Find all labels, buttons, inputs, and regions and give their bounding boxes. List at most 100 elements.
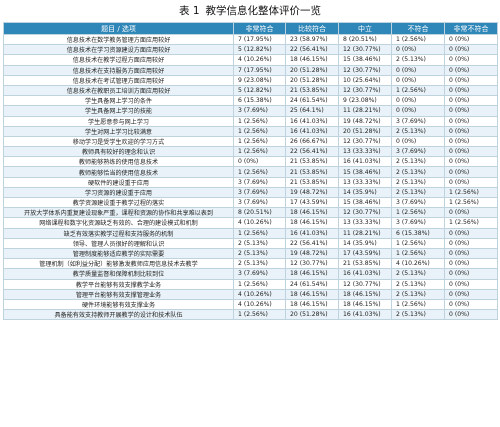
table-caption: 表 1 教学信息化整体评价一览	[0, 0, 500, 22]
column-header-disagree: 不符合	[391, 22, 445, 35]
row-item-label: 信息技术在教职员工培训方面应用较好	[3, 84, 234, 97]
row-item-label: 领导、管理人员很好的理解和认识	[3, 237, 234, 249]
row-value-cell: 21 (53.85%)	[285, 176, 339, 188]
row-value-cell: 1 (2.56%)	[233, 135, 286, 148]
table-row: 教学资源建设重于教学过程的落实 3 (7.69%) 17 (43.59%) 15 (3…	[3, 196, 498, 209]
table-row: 教学平台能够有效支撑教学业务 1 (2.56%) 24 (61.54%) 12 (30…	[3, 278, 498, 290]
row-value-cell: 16 (41.03%)	[338, 156, 392, 168]
row-value-cell: 21 (53.85%)	[285, 156, 339, 168]
row-value-cell: 0 (0%)	[444, 74, 498, 86]
row-value-cell: 3 (7.69%)	[233, 176, 286, 188]
row-value-cell: 0 (0%)	[444, 278, 498, 290]
row-value-cell: 18 (46.15%)	[285, 54, 339, 66]
row-item-label: 信息技术在支持服务方面应用较好	[3, 64, 234, 76]
table-title: 教学信息化整体评价一览	[205, 5, 322, 17]
row-value-cell: 17 (43.59%)	[338, 247, 392, 260]
column-header-very-agree: 非常符合	[233, 22, 286, 35]
row-value-cell: 0 (0%)	[444, 105, 498, 117]
table-row: 硬软件的建设重于应用 3 (7.69%) 21 (53.85%) 13 (33.33%…	[3, 176, 498, 188]
row-value-cell: 12 (30.77%)	[338, 64, 392, 76]
row-value-cell: 19 (48.72%)	[338, 115, 392, 127]
row-value-cell: 1 (2.56%)	[391, 237, 445, 249]
row-value-cell: 0 (0%)	[444, 247, 498, 260]
row-value-cell: 15 (38.46%)	[338, 196, 392, 209]
row-value-cell: 18 (46.15%)	[338, 288, 392, 300]
row-value-cell: 2 (5.13%)	[391, 309, 445, 321]
row-value-cell: 0 (0%)	[391, 105, 445, 117]
row-value-cell: 1 (2.56%)	[233, 125, 286, 137]
row-item-label: 教学平台能够有效支撑教学业务	[3, 278, 234, 290]
table-row: 管理平台能够有效支撑管理业务 4 (10.26%) 18 (46.15%) 18 (4…	[3, 288, 498, 300]
row-value-cell: 20 (51.28%)	[285, 64, 339, 76]
row-value-cell: 4 (10.26%)	[233, 217, 286, 229]
row-value-cell: 3 (7.69%)	[233, 186, 286, 199]
row-value-cell: 0 (0%)	[444, 33, 498, 46]
row-value-cell: 1 (2.56%)	[391, 247, 445, 260]
table-row: 信息技术在考试管理方面应用较好 9 (23.08%) 20 (51.28%) 10 (…	[3, 74, 498, 86]
row-value-cell: 1 (2.56%)	[233, 146, 286, 158]
row-value-cell: 12 (30.77%)	[338, 84, 392, 97]
row-value-cell: 12 (30.77%)	[338, 278, 392, 290]
row-value-cell: 3 (7.69%)	[391, 115, 445, 127]
table-row: 具备能有效支持教师开展教学的设计和技术队伍 1 (2.56%) 20 (51.28%…	[3, 309, 498, 321]
row-value-cell: 2 (5.13%)	[391, 166, 445, 178]
table-row: 管理机制（如利益分配）能够激发教师应用信息技术去教学 2 (5.13%) 12 (3…	[3, 258, 498, 270]
table-row: 网络课程和数字化资源缺乏有效的、合理的建设模式和机制 4 (10.26%) 18 (…	[3, 217, 498, 229]
row-value-cell: 1 (2.56%)	[391, 207, 445, 219]
row-value-cell: 13 (33.33%)	[338, 176, 392, 188]
row-value-cell: 1 (2.56%)	[444, 186, 498, 199]
row-value-cell: 2 (5.13%)	[391, 288, 445, 300]
row-value-cell: 6 (15.38%)	[233, 95, 286, 107]
row-value-cell: 7 (17.95%)	[233, 33, 286, 46]
row-value-cell: 21 (53.85%)	[338, 258, 392, 270]
row-value-cell: 2 (5.13%)	[233, 237, 286, 249]
row-value-cell: 15 (38.46%)	[338, 54, 392, 66]
row-value-cell: 8 (20.51%)	[338, 33, 392, 46]
row-item-label: 信息技术在考试管理方面应用较好	[3, 74, 234, 86]
row-value-cell: 0 (0%)	[391, 74, 445, 86]
row-item-label: 教师能够恰当的使用信息技术	[3, 166, 234, 178]
row-item-label: 学习资源的建设重于应用	[3, 186, 234, 199]
table-row: 硬件环境能够有效支撑业务 4 (10.26%) 18 (46.15%) 18 (46.…	[3, 298, 498, 311]
row-value-cell: 16 (41.03%)	[285, 227, 339, 239]
table-row: 开放大学体系内重复建设现象严重，课程和资源的协作和共享难以表到 8 (20.51%…	[3, 207, 498, 219]
row-item-label: 信息技术在教学过程方面应用较好	[3, 54, 234, 66]
row-item-label: 学生愿意参与网上学习	[3, 115, 234, 127]
row-value-cell: 1 (2.56%)	[391, 33, 445, 46]
row-value-cell: 3 (7.69%)	[233, 105, 286, 117]
table-row: 信息技术在学习资源建设方面应用较好 5 (12.82%) 22 (56.41%) 12…	[3, 44, 498, 56]
row-value-cell: 0 (0%)	[444, 207, 498, 219]
row-value-cell: 0 (0%)	[444, 146, 498, 158]
row-value-cell: 0 (0%)	[233, 156, 286, 168]
row-value-cell: 0 (0%)	[444, 44, 498, 56]
row-value-cell: 4 (10.26%)	[233, 288, 286, 300]
row-value-cell: 1 (2.56%)	[233, 115, 286, 127]
row-value-cell: 1 (2.56%)	[391, 84, 445, 97]
row-value-cell: 18 (46.15%)	[285, 207, 339, 219]
row-value-cell: 5 (12.82%)	[233, 84, 286, 97]
row-value-cell: 0 (0%)	[391, 44, 445, 56]
table-body: 信息技术在数学教务管理方面应用较好 7 (17.95%) 23 (58.97%) 8 …	[3, 33, 498, 321]
row-value-cell: 0 (0%)	[444, 84, 498, 97]
row-value-cell: 23 (58.97%)	[285, 33, 339, 46]
row-value-cell: 1 (2.56%)	[444, 196, 498, 209]
row-value-cell: 12 (30.77%)	[285, 258, 339, 270]
row-item-label: 网络课程和数字化资源缺乏有效的、合理的建设模式和机制	[3, 217, 234, 229]
table-row: 缺乏有效落实教学过程和支持服务的机制 1 (2.56%) 16 (41.03%) 11…	[3, 227, 498, 239]
row-item-label: 管理机制（如利益分配）能够激发教师应用信息技术去教学	[3, 258, 234, 270]
row-value-cell: 1 (2.56%)	[444, 217, 498, 229]
row-value-cell: 7 (17.95%)	[233, 64, 286, 76]
row-value-cell: 16 (41.03%)	[338, 309, 392, 321]
table-row: 信息技术在数学教务管理方面应用较好 7 (17.95%) 23 (58.97%) 8 …	[3, 33, 498, 46]
row-value-cell: 8 (20.51%)	[233, 207, 286, 219]
row-value-cell: 22 (56.41%)	[285, 146, 339, 158]
row-value-cell: 1 (2.56%)	[233, 278, 286, 290]
table-row: 教师能够恰当的使用信息技术 1 (2.56%) 21 (53.85%) 15 (38.…	[3, 166, 498, 178]
row-item-label: 教学质量监督和保障机制比较到位	[3, 268, 234, 280]
row-value-cell: 0 (0%)	[444, 135, 498, 148]
row-value-cell: 25 (64.1%)	[285, 105, 339, 117]
row-value-cell: 0 (0%)	[444, 95, 498, 107]
row-item-label: 学生具备网上学习的技能	[3, 105, 234, 117]
table-row: 信息技术在教学过程方面应用较好 4 (10.26%) 18 (46.15%) 15 (…	[3, 54, 498, 66]
row-value-cell: 12 (30.77%)	[338, 207, 392, 219]
